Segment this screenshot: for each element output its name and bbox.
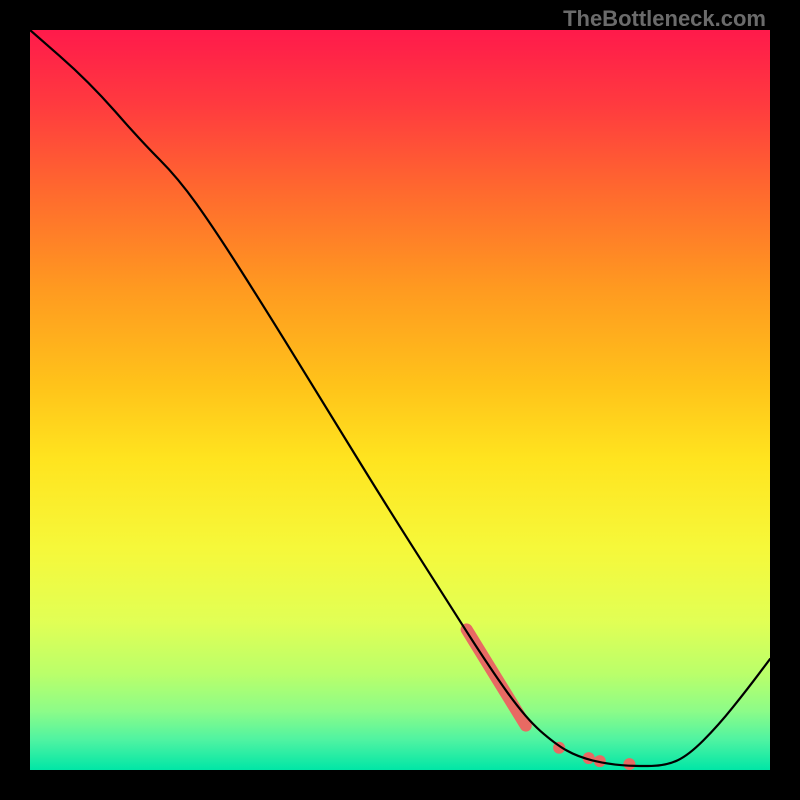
chart-frame: TheBottleneck.com: [0, 0, 800, 800]
curve-overlay: [30, 30, 770, 770]
plot-area: [30, 30, 770, 770]
watermark-text: TheBottleneck.com: [563, 6, 766, 32]
bottleneck-curve: [30, 30, 770, 766]
